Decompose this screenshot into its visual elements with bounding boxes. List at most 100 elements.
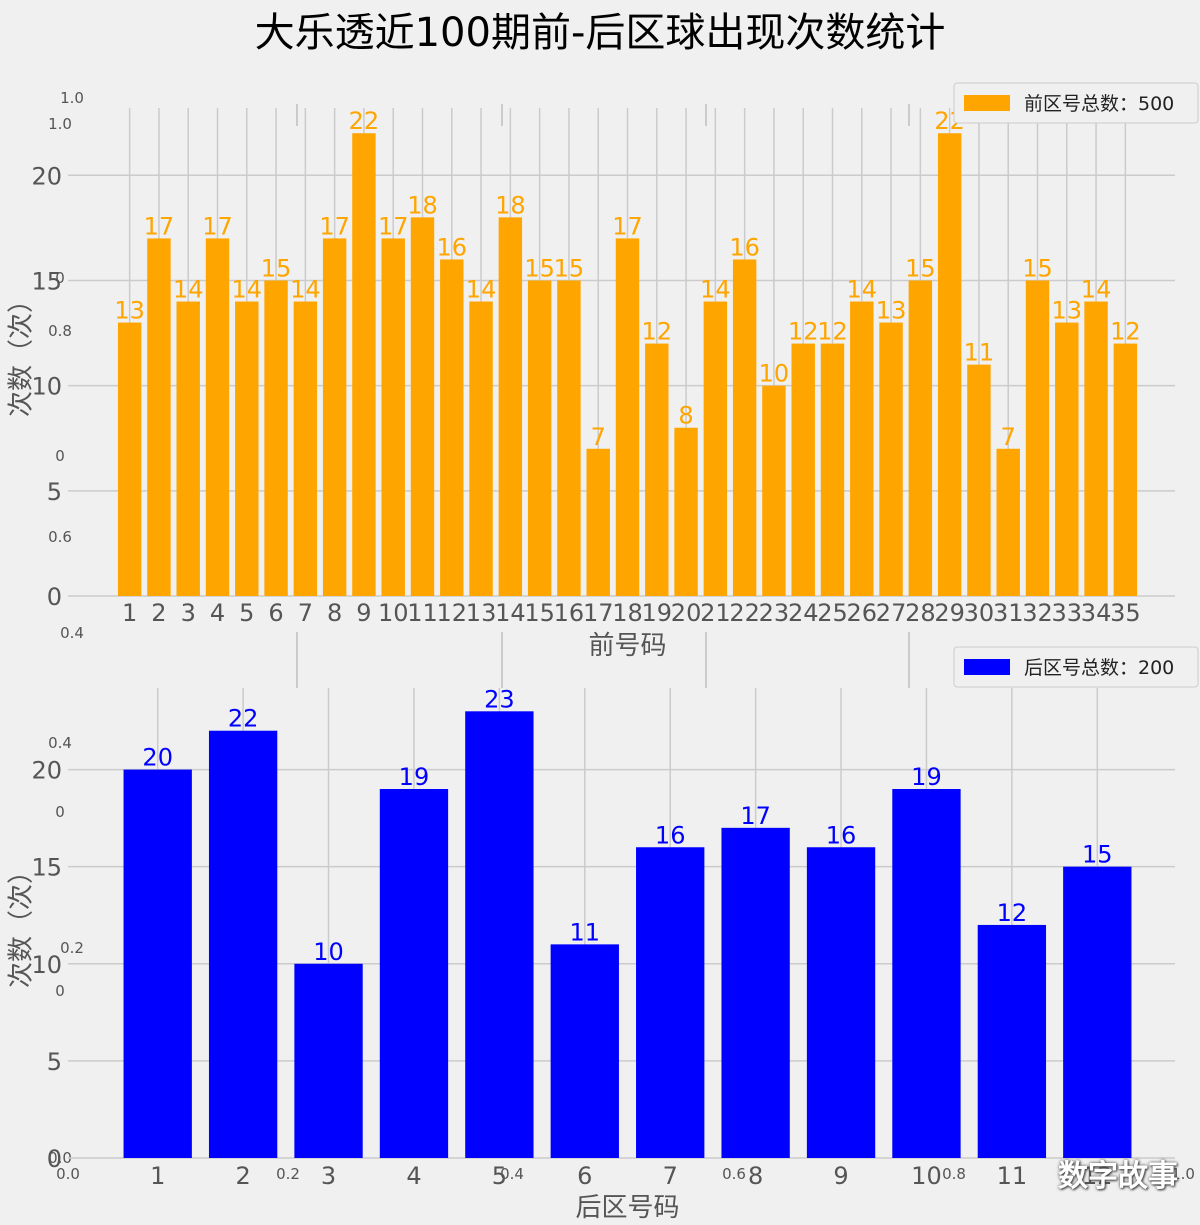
- bar: [410, 217, 435, 596]
- bar: [352, 133, 376, 596]
- x-tick-label: 9: [356, 599, 371, 627]
- bar-value-label: 14: [847, 276, 878, 304]
- bar: [791, 343, 815, 596]
- bar-value-label: 8: [678, 402, 693, 430]
- ghost-tick-label: 0.2: [60, 939, 84, 957]
- bar: [1025, 280, 1050, 596]
- bar-value-label: 17: [740, 802, 771, 830]
- bar-value-label: 14: [700, 276, 731, 304]
- bar-value-label: 13: [876, 297, 907, 325]
- bar: [1063, 866, 1132, 1158]
- bar: [550, 944, 619, 1158]
- y-tick-label: 0: [47, 1145, 62, 1173]
- x-tick-label: 16: [554, 599, 585, 627]
- y-tick-label: 15: [31, 854, 62, 882]
- x-tick-label: 22: [729, 599, 760, 627]
- bar: [293, 301, 318, 596]
- ghost-tick-label: 0.8: [48, 322, 72, 340]
- ghost-tick-label: 0.6: [48, 528, 72, 546]
- x-tick-label: 10: [378, 599, 409, 627]
- ghost-tick-label: 1.0: [60, 89, 84, 107]
- bar: [967, 364, 991, 596]
- x-tick-label: 33: [1052, 599, 1083, 627]
- bar-value-label: 10: [759, 360, 790, 388]
- x-tick-label: 15: [524, 599, 555, 627]
- ghost-tick-label: 0.6: [722, 1165, 746, 1183]
- bar-value-label: 15: [1022, 254, 1053, 282]
- x-tick-label: 9: [833, 1162, 848, 1190]
- bar-value-label: 13: [1052, 297, 1083, 325]
- bar: [557, 280, 581, 596]
- ghost-tick-label: 1.0: [1171, 1165, 1195, 1183]
- ghost-tick-label: 0.4: [60, 624, 84, 642]
- bar-value-label: 17: [378, 212, 409, 240]
- legend-label: 前区号总数：500: [1024, 93, 1174, 115]
- bar: [294, 963, 363, 1158]
- bar-value-label: 16: [826, 821, 857, 849]
- legend-box: [953, 646, 1199, 688]
- bar-value-label: 14: [466, 276, 497, 304]
- y-axis-label: 次数（次）: [7, 858, 37, 988]
- x-tick-label: 11: [407, 599, 438, 627]
- x-tick-label: 19: [642, 599, 673, 627]
- x-axis-label: 前号码: [588, 631, 666, 661]
- bar: [147, 238, 171, 596]
- bar: [879, 322, 903, 596]
- bar: [208, 730, 278, 1158]
- x-tick-label: 26: [847, 599, 878, 627]
- watermark-logo: 数字故事: [1058, 1159, 1178, 1194]
- bar-value-label: 15: [1082, 841, 1113, 869]
- bar: [117, 322, 142, 596]
- front-zone-chart: 0510152013171417141514172217181614181515…: [7, 82, 1199, 661]
- bar-value-label: 19: [399, 763, 430, 791]
- x-tick-label: 17: [583, 599, 614, 627]
- y-tick-label: 10: [31, 373, 62, 401]
- bar: [264, 280, 288, 596]
- bar: [176, 301, 200, 596]
- x-tick-label: 3: [321, 1162, 336, 1190]
- x-tick-label: 25: [817, 599, 848, 627]
- ghost-tick-label: 1.0: [48, 115, 72, 133]
- bar: [123, 769, 192, 1158]
- x-tick-label: 8: [748, 1162, 763, 1190]
- bar: [806, 847, 876, 1158]
- x-tick-label: 11: [997, 1162, 1028, 1190]
- x-tick-label: 28: [905, 599, 936, 627]
- y-tick-label: 20: [31, 757, 62, 785]
- bar-value-label: 11: [570, 918, 601, 946]
- bar-value-label: 12: [1110, 318, 1141, 346]
- ghost-axis-layer: 1.01.000.800.60.40.400.200.00.0 0.2 0.4 0.6…: [48, 89, 1195, 1183]
- x-tick-label: 3: [181, 599, 196, 627]
- bar: [440, 259, 464, 596]
- bar-value-label: 15: [554, 254, 585, 282]
- bar-value-label: 15: [261, 254, 292, 282]
- bar: [820, 343, 845, 596]
- bar-value-label: 7: [591, 423, 606, 451]
- y-axis-label: 次数（次）: [7, 287, 37, 417]
- bar-value-label: 14: [232, 276, 263, 304]
- bar: [322, 238, 347, 596]
- bar-value-label: 13: [114, 297, 145, 325]
- bar: [205, 238, 230, 596]
- x-tick-label: 8: [327, 599, 342, 627]
- bar: [498, 217, 523, 596]
- x-tick-label: 34: [1081, 599, 1112, 627]
- x-tick-label: 14: [495, 599, 526, 627]
- ghost-tick-label: 0: [55, 447, 65, 465]
- bar: [645, 343, 669, 596]
- y-tick-label: 5: [47, 478, 62, 506]
- x-tick-label: 35: [1110, 599, 1141, 627]
- x-tick-label: 18: [612, 599, 643, 627]
- x-tick-label: 6: [577, 1162, 592, 1190]
- bar-value-label: 12: [788, 318, 819, 346]
- bar: [703, 301, 728, 596]
- x-tick-label: 30: [964, 599, 995, 627]
- bar-value-label: 15: [524, 254, 555, 282]
- ghost-tick-label: 0.2: [276, 1165, 300, 1183]
- ghost-tick-label: 0.8: [942, 1165, 966, 1183]
- bar: [996, 448, 1020, 596]
- ghost-tick-label: 0.0: [56, 1165, 80, 1183]
- bar-value-label: 22: [228, 705, 259, 733]
- y-tick-label: 5: [47, 1048, 62, 1076]
